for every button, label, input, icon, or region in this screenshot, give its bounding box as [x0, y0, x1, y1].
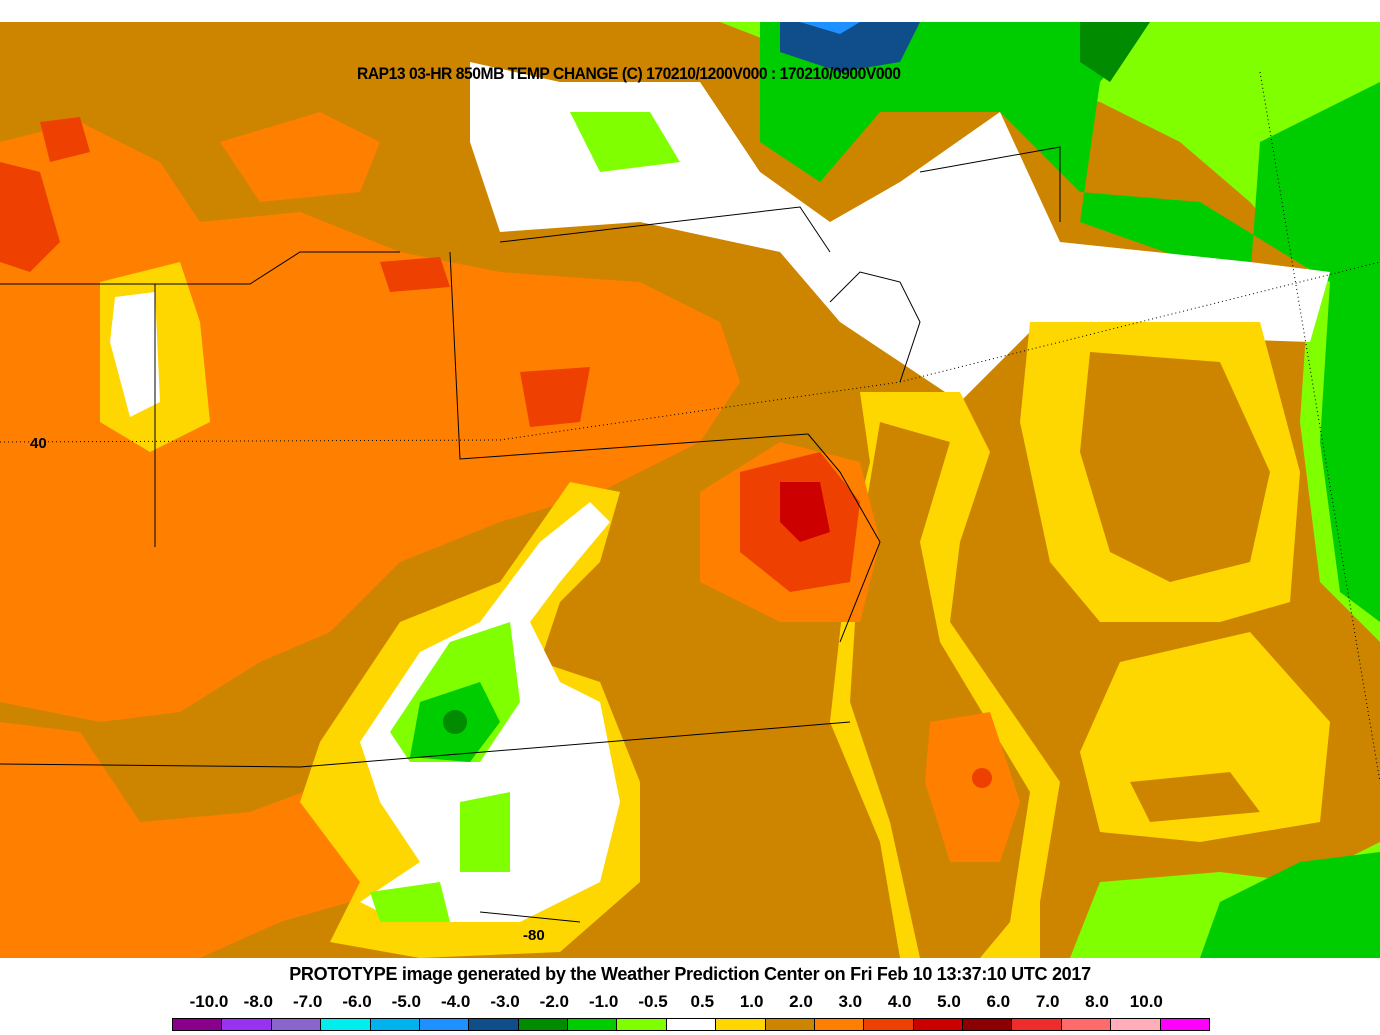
legend-swatch	[469, 1019, 519, 1030]
legend-swatch	[321, 1019, 371, 1030]
legend-label: 8.0	[1085, 992, 1109, 1011]
legend-swatch	[765, 1019, 815, 1030]
legend-label: -0.5	[638, 992, 668, 1011]
legend-label: 0.5	[690, 992, 715, 1011]
legend-labels: -10.0 -8.0 -7.0 -6.0 -5.0 -4.0 -3.0 -2.0 -1.0 -0.…	[0, 992, 1380, 1014]
color-legend-bar	[172, 1018, 1210, 1031]
legend-swatch	[568, 1019, 618, 1030]
legend-swatch	[271, 1019, 322, 1030]
legend-swatch	[222, 1019, 272, 1030]
legend-swatch	[1061, 1019, 1112, 1030]
legend-swatch	[370, 1019, 420, 1030]
legend-label: 3.0	[838, 992, 863, 1011]
legend-swatch	[1160, 1019, 1209, 1030]
legend-label: -1.0	[589, 992, 619, 1011]
legend-swatch	[173, 1019, 223, 1030]
legend-label: 6.0	[986, 992, 1011, 1011]
legend-label: 4.0	[887, 992, 912, 1011]
legend-swatch	[419, 1019, 470, 1030]
legend-label: 2.0	[789, 992, 813, 1011]
legend-label: 5.0	[937, 992, 961, 1011]
legend-label: -10.0	[189, 992, 229, 1011]
legend-swatch	[913, 1019, 963, 1030]
legend-label: -8.0	[243, 992, 273, 1011]
legend-swatch	[814, 1019, 865, 1030]
footer-caption: PROTOTYPE image generated by the Weather…	[289, 964, 1091, 984]
legend-label: 1.0	[739, 992, 764, 1011]
legend-swatch	[617, 1019, 667, 1030]
legend-swatch	[716, 1019, 766, 1030]
legend-label: -6.0	[342, 992, 372, 1011]
temperature-change-map	[0, 22, 1380, 958]
legend-swatch	[1111, 1019, 1161, 1030]
legend-label: -2.0	[539, 992, 569, 1011]
longitude-label: -80	[523, 927, 545, 944]
legend-swatch	[518, 1019, 568, 1030]
legend-label: -7.0	[293, 992, 323, 1011]
legend-label: -5.0	[391, 992, 421, 1011]
legend-swatch	[963, 1019, 1013, 1030]
latitude-label: 40	[30, 435, 47, 452]
legend-label: 10.0	[1129, 992, 1163, 1011]
legend-swatch	[864, 1019, 914, 1030]
legend-label: 7.0	[1035, 992, 1060, 1011]
legend-label: -4.0	[441, 992, 471, 1011]
legend-label: -3.0	[490, 992, 520, 1011]
legend-swatch	[666, 1019, 717, 1030]
legend-swatch	[1012, 1019, 1062, 1030]
map-title: RAP13 03-HR 850MB TEMP CHANGE (C) 170210…	[357, 64, 901, 83]
